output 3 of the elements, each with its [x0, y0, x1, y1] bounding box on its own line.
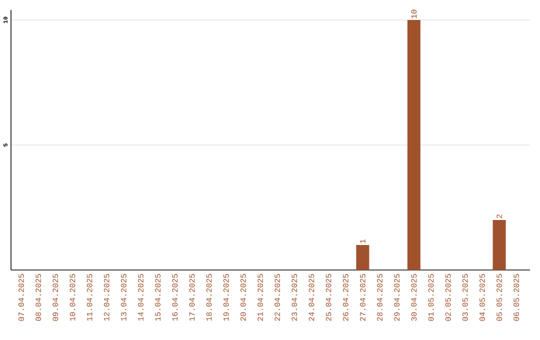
bar: [356, 245, 370, 270]
bar: [492, 220, 506, 270]
bar: [407, 20, 420, 270]
